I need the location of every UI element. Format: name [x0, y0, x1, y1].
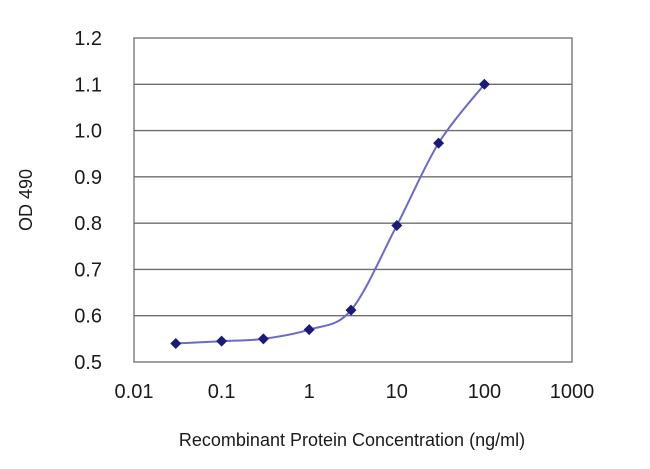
- data-point: [303, 324, 315, 336]
- y-tick-label: 1.2: [74, 28, 102, 50]
- data-point: [391, 219, 403, 231]
- y-tick-label: 0.7: [74, 259, 102, 281]
- data-point: [433, 137, 445, 149]
- x-tick-label: 100: [468, 381, 501, 403]
- data-point: [478, 78, 490, 90]
- y-tick-label: 0.5: [74, 352, 102, 374]
- data-point: [257, 333, 269, 345]
- data-point: [345, 304, 357, 316]
- y-axis-label: OD 490: [16, 169, 36, 231]
- x-axis-tick-labels: 0.01 0.1 1 10 100 1000: [115, 381, 595, 403]
- series-line: [175, 83, 486, 345]
- grid-lines: [134, 83, 572, 317]
- data-point: [170, 337, 182, 349]
- y-tick-label: 1.1: [74, 74, 102, 96]
- y-tick-label: 0.6: [74, 306, 102, 328]
- y-tick-label: 0.8: [74, 213, 102, 235]
- y-axis-tick-labels: 0.5 0.6 0.7 0.8 0.9 1.0 1.1 1.2: [74, 28, 102, 374]
- x-tick-label: 0.1: [208, 381, 236, 403]
- x-tick-label: 1: [304, 381, 315, 403]
- x-tick-label: 10: [386, 381, 408, 403]
- y-tick-label: 1.0: [74, 121, 102, 143]
- series-points: [170, 78, 490, 349]
- y-tick-label: 0.9: [74, 167, 102, 189]
- data-point: [216, 335, 228, 347]
- x-axis-label: Recombinant Protein Concentration (ng/ml…: [179, 430, 525, 450]
- x-tick-label: 0.01: [115, 381, 154, 403]
- x-tick-label: 1000: [550, 381, 595, 403]
